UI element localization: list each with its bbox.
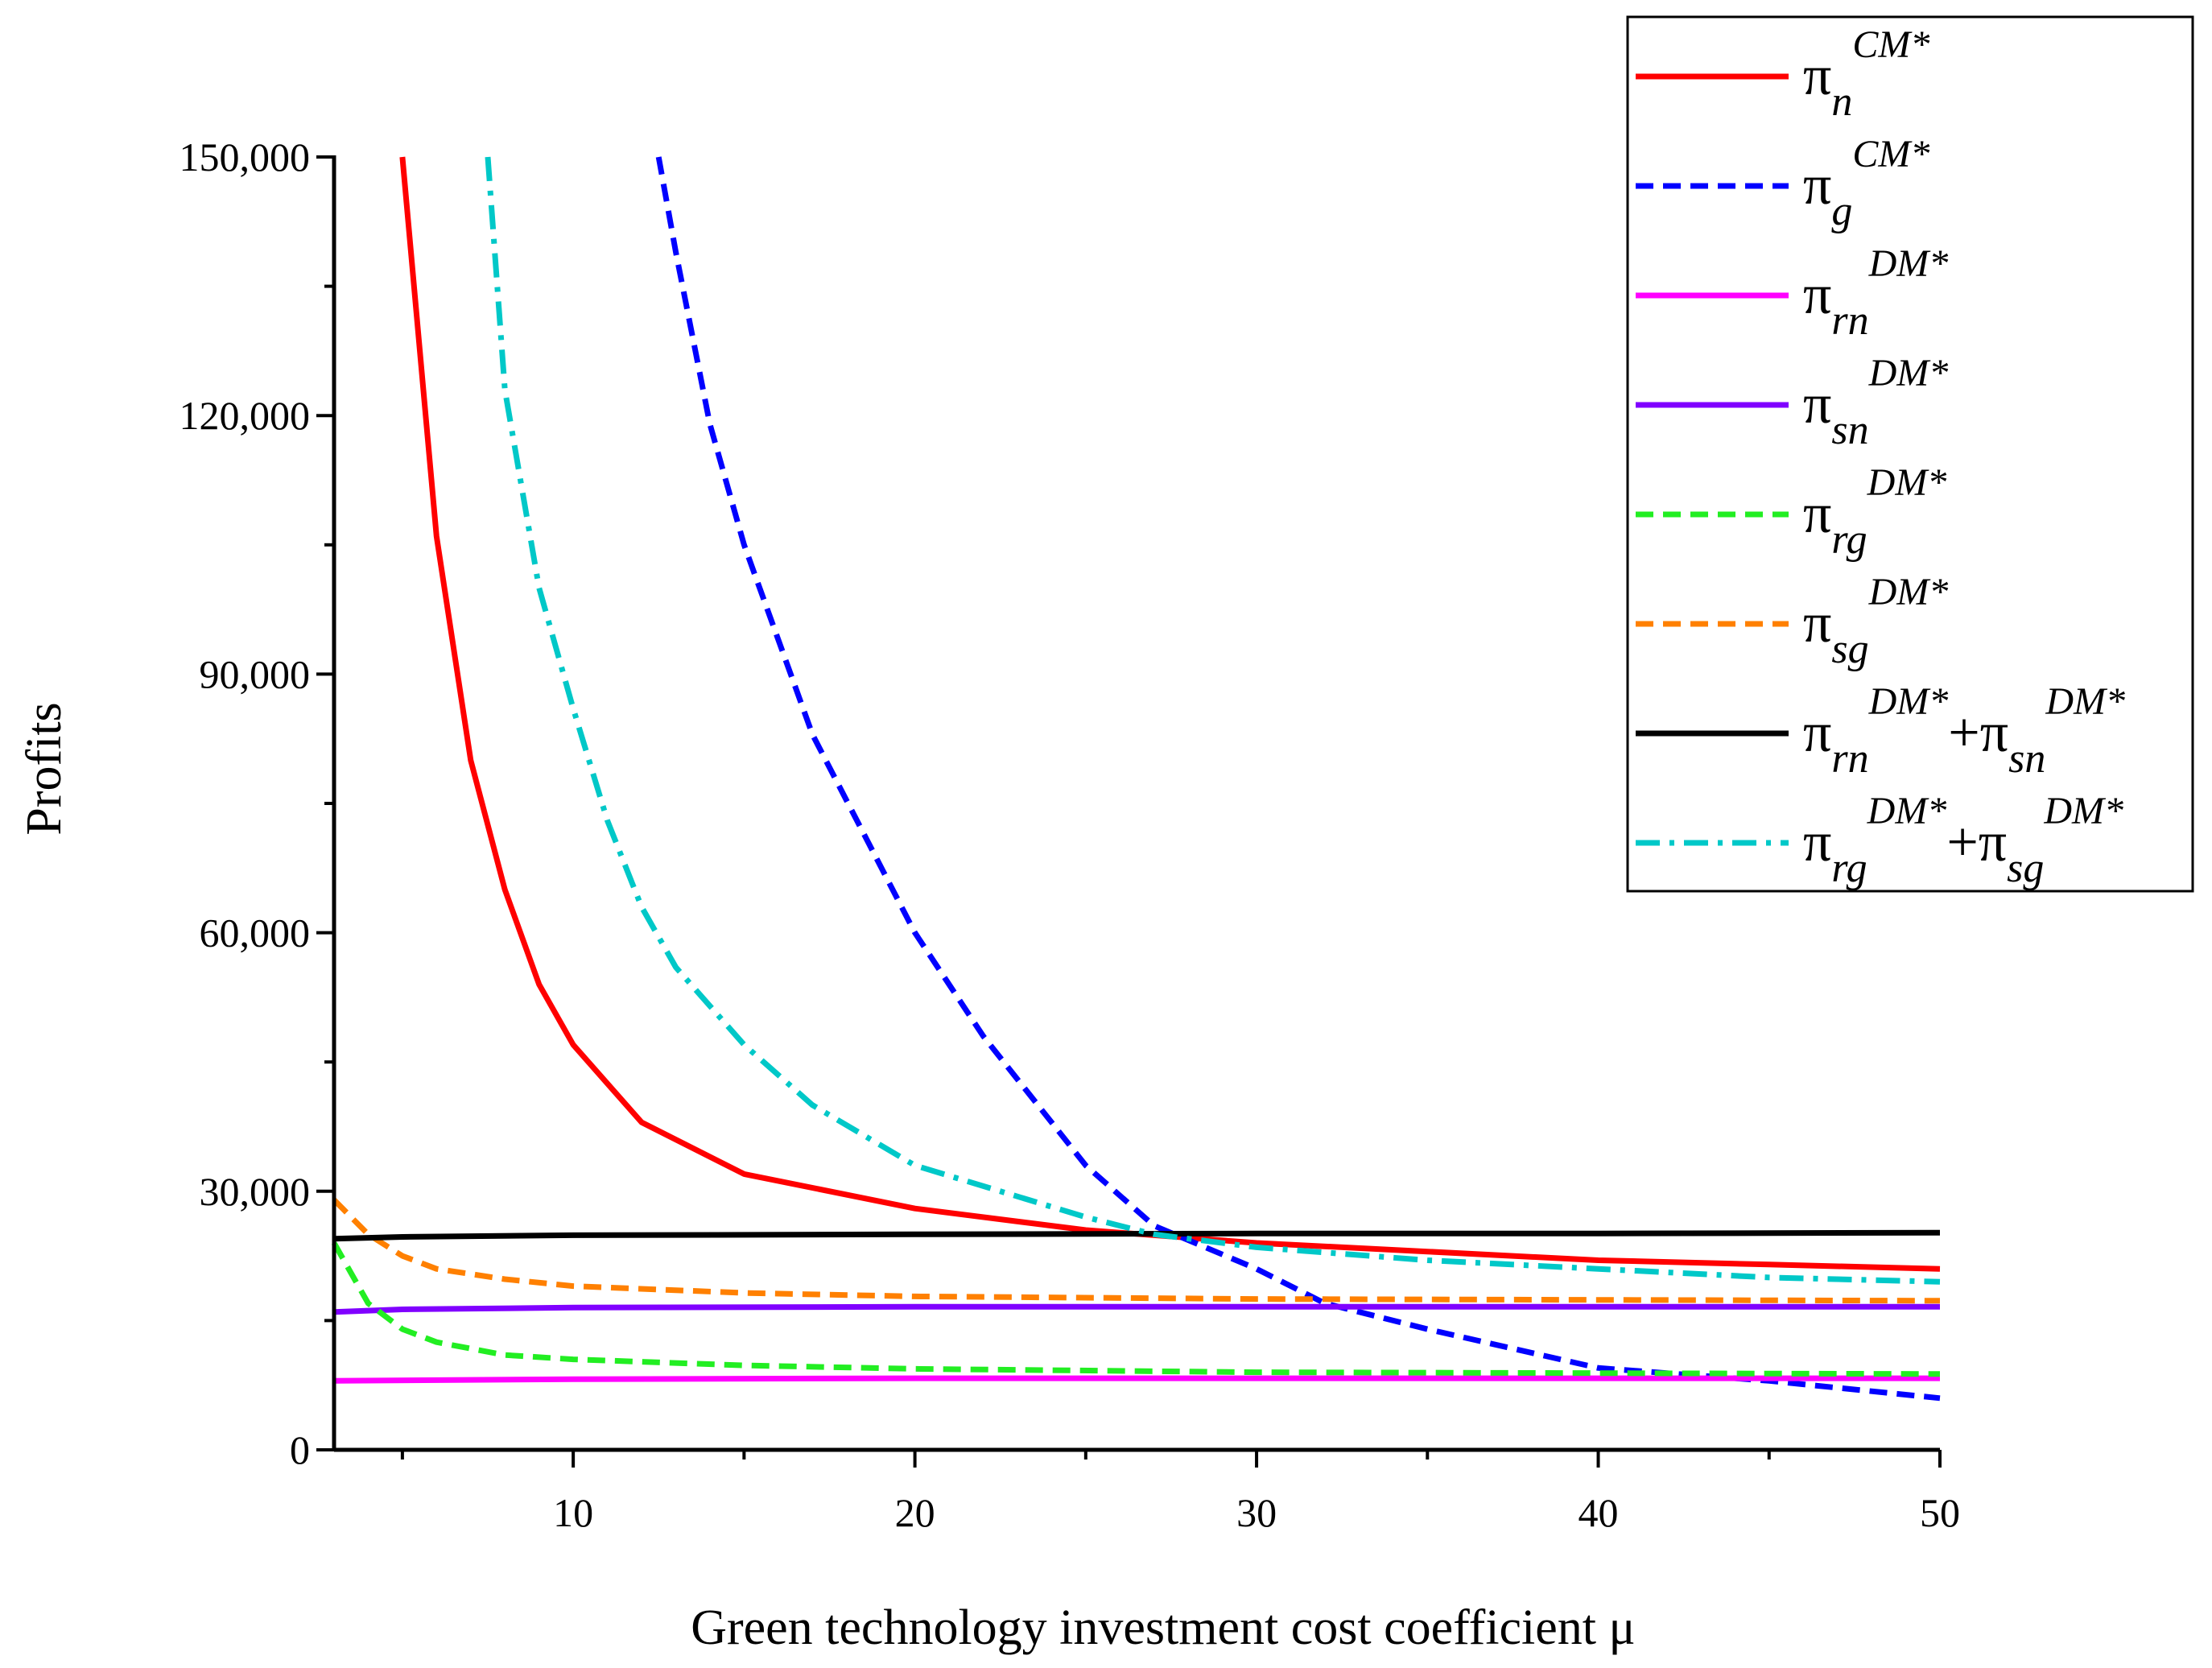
x-tick-label: 50 (1920, 1490, 1960, 1535)
y-tick-label: 30,000 (200, 1169, 311, 1214)
y-axis-title: Profits (17, 702, 72, 835)
legend-label: πsnDM* (1803, 352, 1948, 453)
legend-entry-1: πnCM* (1636, 23, 1929, 125)
ticks-layer: 10 20 30 40 50 0 30,000 60,000 90,000 120,000 150,… (180, 134, 1961, 1535)
series-layer (331, 156, 1941, 1402)
legend-entry-6: πsgDM* (1636, 571, 1948, 672)
legend-entry-7: πrnDM*+πsnDM* (1636, 680, 2125, 782)
series-line-2 (655, 156, 1941, 1402)
legend-entry-8: πrgDM*+πsgDM* (1636, 790, 2123, 891)
legend-label: πrgDM*+πsgDM* (1803, 790, 2123, 891)
x-tick-label: 40 (1579, 1490, 1619, 1535)
x-tick-label: 30 (1236, 1490, 1277, 1535)
series-line-7 (333, 1229, 1941, 1242)
legend-entries: πnCM*πgCM*πrnDM*πsnDM*πrgDM*πsgDM*πrnDM*… (1636, 23, 2125, 891)
y-tick-label: 90,000 (200, 651, 311, 696)
series-line-6 (332, 1198, 1941, 1304)
x-tick-label: 10 (553, 1490, 593, 1535)
legend-label: πsgDM* (1803, 571, 1948, 672)
legend-label: πrgDM* (1803, 461, 1946, 563)
legend-entry-4: πsnDM* (1636, 352, 1948, 453)
y-tick-label: 150,000 (180, 134, 311, 180)
series-line-3 (333, 1375, 1940, 1384)
legend-entry-5: πrgDM* (1636, 461, 1946, 563)
legend-box (1626, 15, 2194, 893)
legend-entry-3: πrnDM* (1636, 242, 1948, 344)
y-tick-label: 60,000 (200, 910, 311, 956)
y-tick-label: 120,000 (180, 393, 311, 438)
legend: πnCM*πgCM*πrnDM*πsnDM*πrgDM*πsgDM*πrnDM*… (1626, 15, 2194, 893)
x-tick-label: 20 (895, 1490, 935, 1535)
x-axis-title: Green technology investment cost coeffic… (691, 1600, 1636, 1655)
series-line-4 (333, 1303, 1940, 1315)
series-line-8 (485, 156, 1941, 1285)
legend-label: πrnDM*+πsnDM* (1803, 680, 2125, 782)
series-line-1 (399, 156, 1941, 1272)
legend-label: πrnDM* (1803, 242, 1948, 344)
series-line-5 (331, 1241, 1941, 1377)
legend-label: πgCM* (1803, 133, 1929, 234)
legend-entry-2: πgCM* (1636, 133, 1929, 234)
y-tick-label: 0 (290, 1427, 310, 1472)
legend-label: πnCM* (1803, 23, 1929, 125)
